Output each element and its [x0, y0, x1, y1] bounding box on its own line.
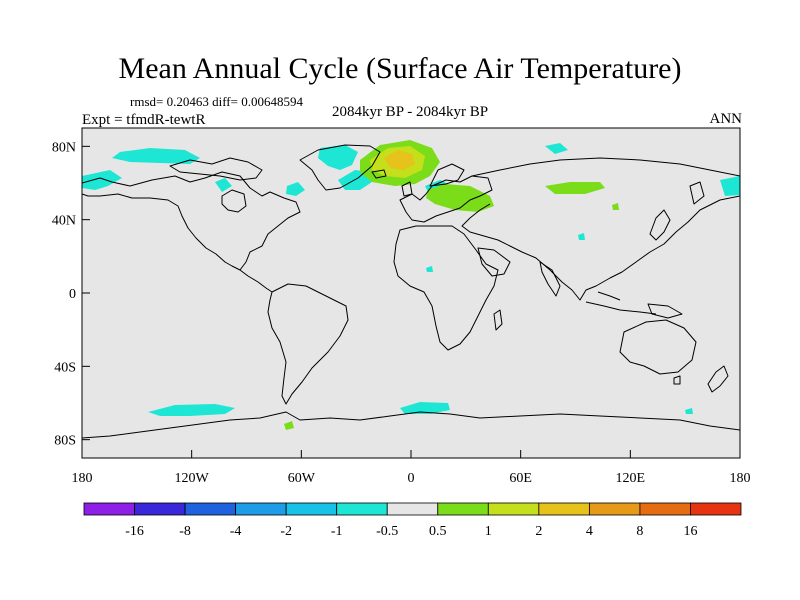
anomaly-alaska [82, 170, 122, 190]
colorbar-label: 8 [636, 524, 643, 539]
lon-tick-label: 180 [72, 471, 93, 486]
anomaly-labrador [286, 182, 305, 196]
map-title: Mean Annual Cycle (Surface Air Temperatu… [118, 52, 682, 85]
lat-tick-label: 80S [54, 434, 76, 449]
anomaly-weddell-sea [400, 402, 450, 414]
colorbar-label: -1 [331, 524, 343, 539]
coast-india [539, 261, 561, 297]
lon-tick-label: 120W [175, 471, 210, 486]
coast-north-america [82, 171, 301, 271]
coast-antarctica [82, 411, 740, 439]
anomaly-pacific-small [578, 233, 585, 240]
anomaly-north-atlantic-orange [384, 150, 415, 170]
colorbar-label: 0.5 [429, 524, 447, 539]
coast-iceland [371, 169, 387, 179]
colorbar-label: 1 [485, 524, 492, 539]
coast-australia [619, 319, 697, 375]
colorbar-swatch [386, 502, 439, 516]
period-label: 2084kyr BP - 2084kyr BP [331, 104, 489, 120]
coast-indonesia [585, 291, 657, 315]
coast-greenland [299, 144, 381, 191]
colorbar-swatch [639, 502, 691, 516]
anomaly-bering [720, 176, 740, 196]
colorbar-label: -2 [280, 524, 292, 539]
coast-new-zealand [707, 365, 729, 393]
coast-south-america [267, 283, 349, 405]
colorbar-label: -4 [230, 524, 242, 539]
colorbar-swatch [134, 502, 186, 516]
colorbar-label: -16 [125, 524, 144, 539]
colorbar-label: 16 [683, 524, 697, 539]
lat-tick-label: 0 [69, 287, 76, 302]
anomaly-hudson [215, 178, 232, 192]
latitude-axis: 80N 40N 0 40S 80S [52, 140, 90, 449]
coast-kamchatka [689, 181, 705, 205]
longitude-axis: 180 120W 60W 0 60E 120E 180 [72, 450, 751, 486]
coast-central-america [239, 269, 273, 293]
anomaly-siberia-small [612, 203, 619, 210]
coast-britain [401, 181, 413, 197]
colorbar-swatch [437, 502, 489, 516]
lon-tick-label: 120E [616, 471, 646, 486]
anomaly-greenland-west [318, 145, 358, 170]
colorbar-swatch [588, 502, 641, 516]
anomaly-arctic-canada [112, 148, 200, 164]
coast-tasmania [673, 375, 681, 385]
anomaly-africa-small [426, 266, 433, 272]
coast-scandinavia [429, 163, 465, 187]
anomaly-europe-green [426, 184, 494, 212]
colorbar-swatch [487, 502, 540, 516]
colorbar-swatch [235, 502, 287, 516]
colorbar-label: 2 [535, 524, 542, 539]
coastlines [82, 144, 740, 439]
lat-tick-label: 40S [54, 360, 76, 375]
anomaly-south-small [685, 408, 693, 414]
anomaly-arctic-small [545, 143, 568, 154]
colorbar-label: 4 [586, 524, 593, 539]
rmsd-diff-stats: rmsd= 0.20463 diff= 0.00648594 [130, 94, 303, 109]
colorbar-label: -8 [179, 524, 191, 539]
colorbar-swatch [538, 502, 590, 516]
coast-japan [649, 209, 671, 241]
coast-europe [399, 175, 493, 223]
anomaly-ross-sea [148, 404, 235, 416]
lon-tick-label: 60E [509, 471, 532, 486]
colorbar: -16 -8 -4 -2 -1 -0.5 0.5 1 2 4 8 16 [83, 502, 742, 539]
anomaly-siberia-green [545, 182, 605, 194]
season-label: ANN [709, 111, 743, 127]
anomaly-contours [82, 140, 740, 430]
colorbar-swatch [83, 502, 135, 516]
coast-arctic-islands [169, 157, 263, 181]
colorbar-label: -0.5 [376, 524, 398, 539]
colorbar-swatch [285, 502, 338, 516]
colorbar-swatch [184, 502, 237, 516]
coast-asia [461, 157, 740, 301]
lon-tick-label: 60W [288, 471, 316, 486]
colorbar-swatch [690, 502, 742, 516]
lat-tick-label: 80N [52, 140, 76, 155]
experiment-label: Expt = tfmdR-tewtR [82, 112, 206, 128]
coast-africa [393, 225, 499, 351]
coast-madagascar [493, 309, 503, 331]
lon-tick-label: 180 [730, 471, 751, 486]
lat-tick-label: 40N [52, 214, 76, 229]
lon-tick-label: 0 [408, 471, 415, 486]
colorbar-swatch [336, 502, 388, 516]
coast-arabia [477, 247, 511, 277]
coast-new-guinea [647, 303, 683, 319]
coast-hudson-bay [221, 189, 247, 213]
anomaly-antarctic-green [284, 421, 294, 430]
